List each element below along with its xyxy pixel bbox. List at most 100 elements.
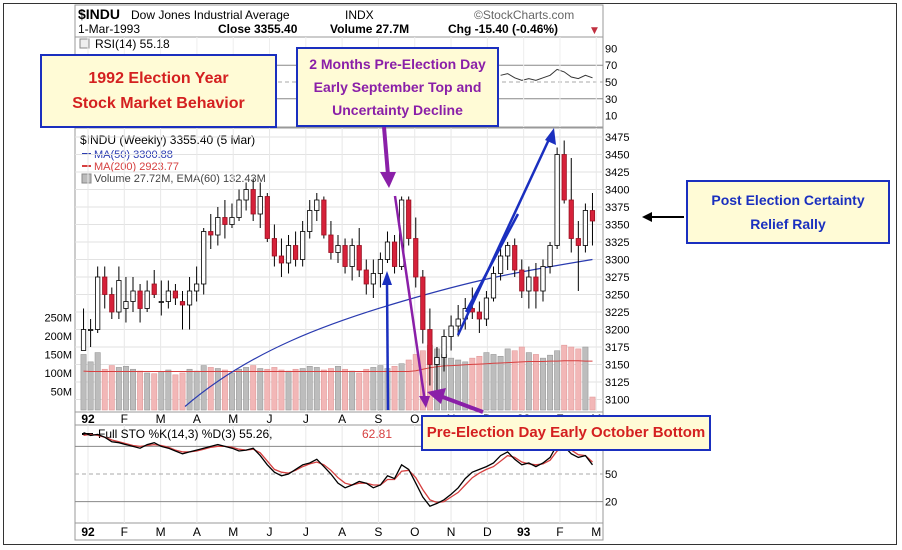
- header-name: Dow Jones Industrial Average: [131, 8, 290, 22]
- volume-bar: [165, 369, 172, 411]
- volume-bar: [285, 370, 292, 411]
- sto-d-line: [83, 433, 593, 504]
- price-tick-label: 3475: [605, 132, 629, 144]
- candle-body: [505, 245, 511, 257]
- candle-body: [208, 231, 214, 236]
- rsi-line: [500, 68, 593, 81]
- annotation-september-top: 2 Months Pre-Election Day Early Septembe…: [296, 47, 499, 127]
- arrow-up-blue: [385, 281, 390, 411]
- price-tick-label: 3150: [605, 360, 629, 372]
- header-date: 1-Mar-1993: [78, 22, 140, 36]
- annotation-arrows: [380, 126, 684, 414]
- candle-body: [519, 269, 525, 292]
- volume-bar: [335, 365, 341, 411]
- volume-tick-label: 50M: [51, 386, 72, 398]
- price-legend-volume: Volume 27.72M, EMA(60) 132.43M: [94, 173, 266, 185]
- candle-body: [427, 329, 433, 365]
- candle-body: [554, 154, 560, 246]
- arrow-right-black-head: [642, 212, 652, 222]
- trendline-rally-2: [464, 213, 520, 313]
- candle-body: [476, 311, 482, 320]
- candle-body: [278, 255, 285, 264]
- price-tick-label: 3100: [605, 395, 629, 407]
- price-legend-ma200: MA(200) 2923.77: [94, 161, 179, 173]
- volume-bar: [568, 346, 575, 411]
- header-chg: Chg -15.40 (-0.46%): [448, 22, 558, 36]
- month-label: O: [410, 412, 419, 426]
- price-tick-label: 3200: [605, 325, 629, 337]
- candle-body: [292, 245, 299, 260]
- candle-body: [172, 290, 179, 299]
- volume-bar: [87, 361, 94, 411]
- candle-body: [497, 255, 504, 274]
- volume-bar: [144, 372, 151, 411]
- volume-bar: [186, 368, 193, 411]
- volume-bar: [327, 368, 334, 411]
- price-tick-label: 3300: [605, 255, 629, 267]
- arrow-up-blue-head: [382, 271, 392, 285]
- price-tick-label: 3275: [605, 272, 629, 284]
- sto-month-labels: 92 F M A M J J A S O N D 93 F M: [81, 525, 601, 539]
- volume-bar: [561, 344, 568, 411]
- annotation-election-year-line2: Stock Market Behavior: [72, 95, 245, 112]
- volume-bar: [221, 369, 228, 411]
- rsi-tick-label: 90: [605, 43, 617, 55]
- sto-month-label: A: [193, 525, 201, 539]
- volume-bar: [469, 357, 476, 411]
- candle-body: [589, 210, 596, 222]
- volume-bar: [80, 354, 87, 411]
- sto-month-label: 92: [81, 525, 95, 539]
- arrow-top-purple: [382, 126, 390, 176]
- trendline-rally: [456, 134, 553, 336]
- candle-body: [356, 245, 362, 271]
- volume-bar: [278, 369, 285, 411]
- month-label: 92: [81, 412, 95, 426]
- volume-bar: [257, 368, 264, 411]
- month-label: J: [267, 412, 273, 426]
- volume-bar: [101, 368, 108, 411]
- sto-month-label: 93: [517, 525, 531, 539]
- header-exchange: INDX: [345, 8, 374, 22]
- candle-body: [434, 357, 440, 365]
- trendline-rally-head: [545, 128, 556, 145]
- volume-legend-swatch: [81, 173, 92, 184]
- candle-body: [561, 154, 567, 201]
- price-tick-label: 3375: [605, 202, 629, 214]
- month-label: J: [303, 412, 309, 426]
- candle-body: [130, 290, 136, 302]
- volume-bar: [264, 368, 271, 411]
- candle-body: [257, 196, 263, 215]
- price-panel: [74, 127, 604, 413]
- price-tick-label: 3225: [605, 307, 629, 319]
- volume-bar: [306, 365, 313, 411]
- volume-bar: [250, 365, 257, 411]
- sto-label-value: 62.81: [362, 427, 392, 441]
- candle-body: [335, 245, 341, 253]
- volume-bar: [363, 368, 370, 411]
- volume-bar: [547, 354, 554, 411]
- volume-bar: [271, 367, 278, 411]
- chart-frame: [3, 3, 897, 545]
- volume-bar: [377, 365, 384, 411]
- candle-body: [236, 199, 242, 218]
- volume-tick-label: 100M: [44, 368, 72, 380]
- sto-month-label: J: [303, 525, 309, 539]
- month-label: S: [374, 412, 382, 426]
- volume-bar: [412, 354, 419, 411]
- candle-body: [300, 231, 306, 260]
- month-label: M: [156, 412, 166, 426]
- volume-bar: [179, 372, 186, 411]
- candle-body: [540, 266, 546, 292]
- candle-body: [151, 283, 157, 295]
- volume-bar: [115, 367, 122, 411]
- candle-body: [116, 280, 122, 313]
- annotation-relief-rally: Post Election Certainty Relief Rally: [686, 180, 890, 244]
- candle-body: [88, 329, 94, 331]
- volume-bar: [455, 359, 462, 411]
- candle-body: [377, 259, 384, 274]
- volume-bar: [122, 365, 129, 411]
- volume-bar: [299, 368, 306, 411]
- candle-body: [123, 301, 129, 309]
- candle-body: [158, 301, 164, 303]
- volume-bar: [391, 365, 398, 411]
